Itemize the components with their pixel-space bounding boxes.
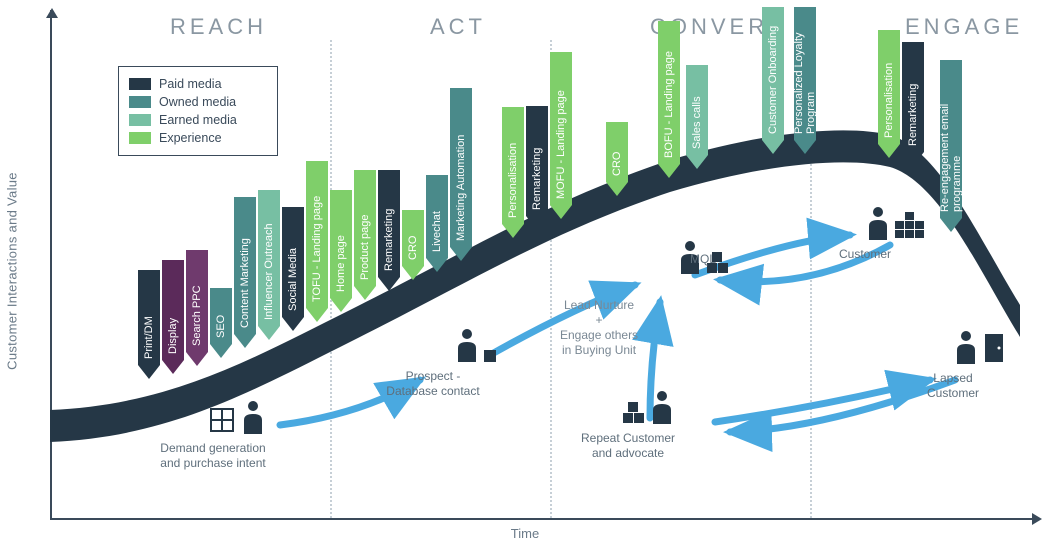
persona-demand: Demand generationand purchase intent xyxy=(200,400,305,471)
legend-item: Earned media xyxy=(129,111,267,129)
channel-tag: CRO xyxy=(606,122,628,196)
channel-tag: Social Media xyxy=(282,207,304,331)
channel-tag: Personalized Loyalty Program xyxy=(794,7,816,154)
persona-lapsed: LapsedCustomer xyxy=(940,330,992,401)
diagram: REACHACTCONVERTENGAGE Paid media Owned m… xyxy=(50,10,1040,520)
channel-tag: Print/DM xyxy=(138,270,160,379)
channel-tag: Content Marketing xyxy=(234,197,256,348)
persona-prospect: Prospect -Database contact xyxy=(420,328,513,399)
channel-tag: Search PPC xyxy=(186,250,208,366)
channel-tag: Product page xyxy=(354,170,376,300)
channel-tag: Customer Onboarding xyxy=(762,7,784,154)
channel-tag: BOFU - Landing page xyxy=(658,21,680,178)
persona-repeat: Repeat Customerand advocate xyxy=(615,390,709,461)
y-axis-label: Customer Interactions and Value xyxy=(5,172,20,370)
channel-tag: Personalisation xyxy=(502,107,524,238)
legend-item: Experience xyxy=(129,129,267,147)
channel-tag: Remarketing xyxy=(378,170,400,291)
channel-tag: Sales calls xyxy=(686,65,708,169)
channel-tag: TOFU - Landing page xyxy=(306,161,328,322)
persona-label: Demand generationand purchase intent xyxy=(160,441,265,471)
persona-customer: Customer xyxy=(852,206,904,262)
channel-tag: Remarketing xyxy=(526,106,548,230)
x-axis-label: Time xyxy=(511,526,539,541)
channel-tag: Display xyxy=(162,260,184,374)
channel-tag: Marketing Automation xyxy=(450,88,472,261)
persona-label: MQL xyxy=(690,252,716,267)
channel-tag: SEO xyxy=(210,288,232,358)
channel-tag: CRO xyxy=(402,210,424,280)
channel-tag: Personalisation xyxy=(878,30,900,158)
legend-item: Owned media xyxy=(129,93,267,111)
legend-item: Paid media xyxy=(129,75,267,93)
legend: Paid media Owned media Earned media Expe… xyxy=(118,66,278,156)
channel-tag: Livechat xyxy=(426,175,448,272)
lead-nurture-note: Lead Nurture+Engage othersin Buying Unit xyxy=(560,298,638,358)
persona-label: Repeat Customerand advocate xyxy=(581,431,675,461)
persona-label: LapsedCustomer xyxy=(927,371,979,401)
channel-tag: Re-engagement email programme xyxy=(940,60,962,232)
channel-tag: Home page xyxy=(330,190,352,312)
persona-label: Prospect -Database contact xyxy=(386,369,479,399)
persona-label: Customer xyxy=(839,247,891,262)
channel-tag: Remarketing xyxy=(902,42,924,166)
persona-mql: MQL xyxy=(630,240,750,279)
channel-tag: Influencer Outreach xyxy=(258,190,280,340)
channel-tag: MOFU - Landing page xyxy=(550,52,572,219)
